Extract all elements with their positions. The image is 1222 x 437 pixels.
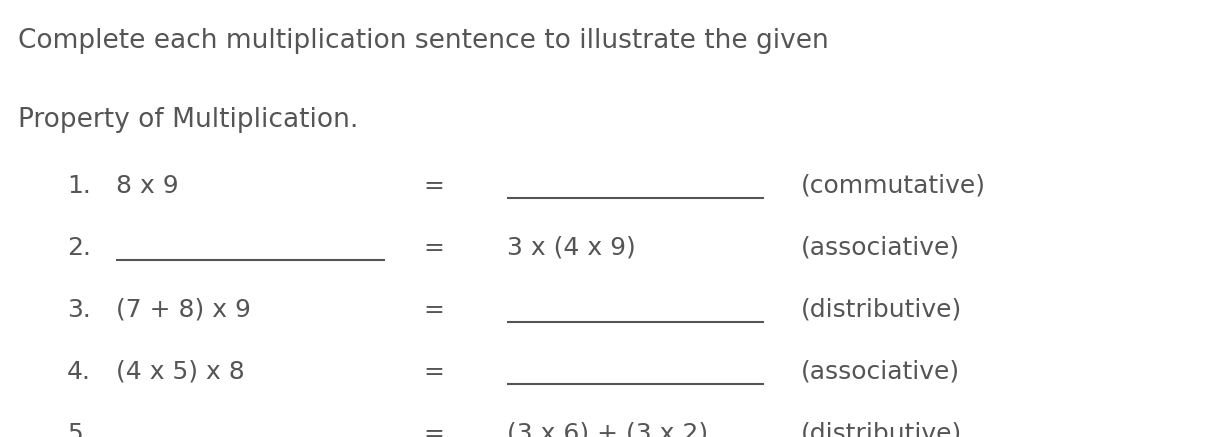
Text: =: = <box>423 236 445 260</box>
Text: 2.: 2. <box>67 236 92 260</box>
Text: Complete each multiplication sentence to illustrate the given: Complete each multiplication sentence to… <box>18 28 829 54</box>
Text: 3 x (4 x 9): 3 x (4 x 9) <box>507 236 635 260</box>
Text: 3.: 3. <box>67 298 92 322</box>
Text: (commutative): (commutative) <box>800 174 985 198</box>
Text: (7 + 8) x 9: (7 + 8) x 9 <box>116 298 251 322</box>
Text: 8 x 9: 8 x 9 <box>116 174 178 198</box>
Text: (3 x 6) + (3 x 2): (3 x 6) + (3 x 2) <box>507 422 709 437</box>
Text: (associative): (associative) <box>800 360 959 384</box>
Text: 1.: 1. <box>67 174 92 198</box>
Text: =: = <box>423 298 445 322</box>
Text: Property of Multiplication.: Property of Multiplication. <box>18 107 359 133</box>
Text: (associative): (associative) <box>800 236 959 260</box>
Text: =: = <box>423 174 445 198</box>
Text: 4.: 4. <box>67 360 92 384</box>
Text: =: = <box>423 422 445 437</box>
Text: =: = <box>423 360 445 384</box>
Text: 5.: 5. <box>67 422 90 437</box>
Text: (distributive): (distributive) <box>800 298 962 322</box>
Text: (4 x 5) x 8: (4 x 5) x 8 <box>116 360 244 384</box>
Text: (distributive): (distributive) <box>800 422 962 437</box>
